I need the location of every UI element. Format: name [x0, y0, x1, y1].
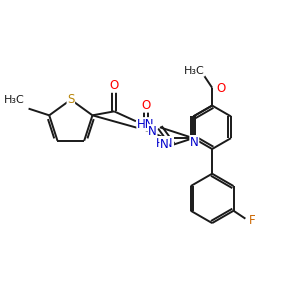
Text: S: S — [67, 93, 74, 106]
Text: H₃C: H₃C — [184, 66, 204, 76]
Text: F: F — [249, 214, 256, 227]
Text: O: O — [141, 99, 151, 112]
Text: HN: HN — [156, 136, 173, 150]
Text: O: O — [110, 79, 119, 92]
Text: N: N — [190, 136, 199, 148]
Text: O: O — [216, 82, 225, 95]
Text: H₃C: H₃C — [4, 95, 25, 105]
Text: N: N — [160, 138, 169, 152]
Text: N: N — [148, 125, 157, 138]
Text: HN: HN — [137, 118, 154, 131]
